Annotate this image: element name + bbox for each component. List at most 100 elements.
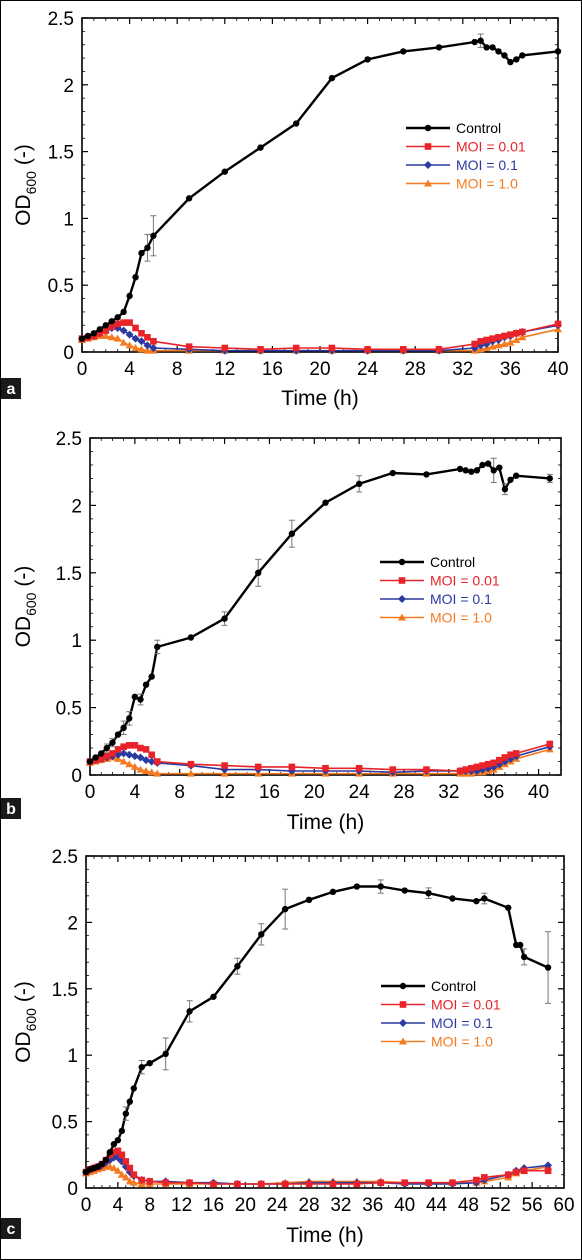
x-axis-label: Time (h) xyxy=(281,387,358,410)
data-point xyxy=(110,1148,118,1156)
y-tick-label: 1.5 xyxy=(56,564,82,585)
data-point xyxy=(520,1167,528,1175)
legend-label: Control xyxy=(431,978,476,994)
x-axis-label: Time (h) xyxy=(287,811,364,834)
data-point xyxy=(328,344,336,352)
data-point xyxy=(473,763,481,771)
data-point xyxy=(146,1059,153,1067)
data-point xyxy=(98,1160,106,1168)
data-point xyxy=(490,467,497,474)
series-moi-0-01 xyxy=(78,319,562,353)
x-tick-label: 24 xyxy=(267,1195,289,1216)
data-point xyxy=(109,739,116,746)
chart-panel-c: 00.511.522.50 4 8 12 16 20 24 28 32 36 40 44 48 52 56 6… xyxy=(1,847,575,1247)
data-point xyxy=(425,1179,432,1186)
legend-marker xyxy=(398,595,406,603)
x-tick-label: 8 xyxy=(174,782,185,803)
data-point xyxy=(495,48,502,55)
data-point xyxy=(148,751,155,759)
x-tick-label: 0 xyxy=(81,1195,92,1216)
x-tick-label: 32 xyxy=(330,1195,351,1216)
data-point xyxy=(484,460,492,467)
data-point xyxy=(456,767,464,775)
x-tick-label: 0 xyxy=(77,359,88,380)
data-point xyxy=(507,476,514,483)
x-tick-label: 4 xyxy=(124,359,135,380)
data-point xyxy=(477,37,484,44)
data-point xyxy=(471,38,478,46)
data-point xyxy=(544,1167,552,1175)
data-point xyxy=(506,338,515,346)
data-point xyxy=(483,44,490,51)
data-point xyxy=(512,1168,520,1176)
data-point xyxy=(119,757,128,765)
data-point xyxy=(210,1180,217,1188)
data-point xyxy=(329,888,337,896)
data-point xyxy=(489,335,496,342)
data-point xyxy=(544,1161,553,1170)
data-point xyxy=(185,343,193,350)
x-tick-label: 0 xyxy=(85,782,96,803)
data-point xyxy=(512,472,520,479)
data-point xyxy=(137,696,144,703)
data-point xyxy=(144,334,151,341)
x-tick-label: 24 xyxy=(349,782,371,803)
data-point xyxy=(125,330,134,339)
x-tick-label: 4 xyxy=(130,782,141,803)
data-point xyxy=(364,56,371,63)
data-point xyxy=(479,461,486,469)
data-point xyxy=(554,48,562,55)
legend-marker xyxy=(399,982,407,990)
data-point xyxy=(544,964,552,971)
legend-marker xyxy=(399,1001,407,1008)
data-point xyxy=(322,499,329,506)
data-point xyxy=(103,752,111,760)
data-point xyxy=(210,993,217,1000)
data-point xyxy=(102,327,110,334)
y-axis-label-main: OD xyxy=(12,194,35,226)
data-point xyxy=(513,329,520,337)
y-tick-label: 0 xyxy=(71,766,82,787)
data-point xyxy=(143,346,152,354)
data-point xyxy=(114,1136,122,1144)
data-point xyxy=(473,897,480,905)
data-point xyxy=(130,752,139,761)
data-point xyxy=(110,1140,118,1148)
data-point xyxy=(462,467,469,474)
legend-label: MOI = 0.01 xyxy=(456,139,526,155)
y-axis-label-subscript: 600 xyxy=(23,1008,39,1032)
data-point xyxy=(462,766,469,773)
data-point xyxy=(126,319,133,326)
data-point xyxy=(137,337,146,346)
data-point xyxy=(471,340,478,348)
data-point xyxy=(516,941,524,949)
legend: Control MOI = 0.01 MOI = 0.1 MOI = 1.0 xyxy=(381,978,501,1050)
data-point xyxy=(400,346,407,353)
legend-label: MOI = 1.0 xyxy=(431,1034,493,1050)
data-point xyxy=(103,744,111,752)
data-point xyxy=(258,931,265,938)
y-tick-label: 0.5 xyxy=(48,276,74,297)
data-point xyxy=(468,468,475,475)
data-point xyxy=(144,244,151,251)
data-point xyxy=(328,74,336,82)
data-point xyxy=(255,569,262,576)
data-point xyxy=(435,346,443,353)
data-point xyxy=(506,754,515,763)
data-point xyxy=(162,1179,169,1186)
data-point xyxy=(221,168,228,175)
data-point xyxy=(479,762,486,769)
data-point xyxy=(501,332,508,340)
data-point xyxy=(137,744,144,752)
data-point xyxy=(149,343,158,352)
data-point xyxy=(456,465,464,473)
y-tick-label: 2.5 xyxy=(52,847,78,868)
legend-marker xyxy=(399,1037,407,1045)
data-point xyxy=(132,273,139,281)
x-tick-label: 32 xyxy=(438,782,459,803)
data-point xyxy=(150,338,157,345)
y-tick-label: 1 xyxy=(63,209,74,230)
y-tick-label: 2 xyxy=(67,913,78,934)
data-point xyxy=(435,44,443,51)
y-axis-label-subscript: 600 xyxy=(23,171,39,195)
